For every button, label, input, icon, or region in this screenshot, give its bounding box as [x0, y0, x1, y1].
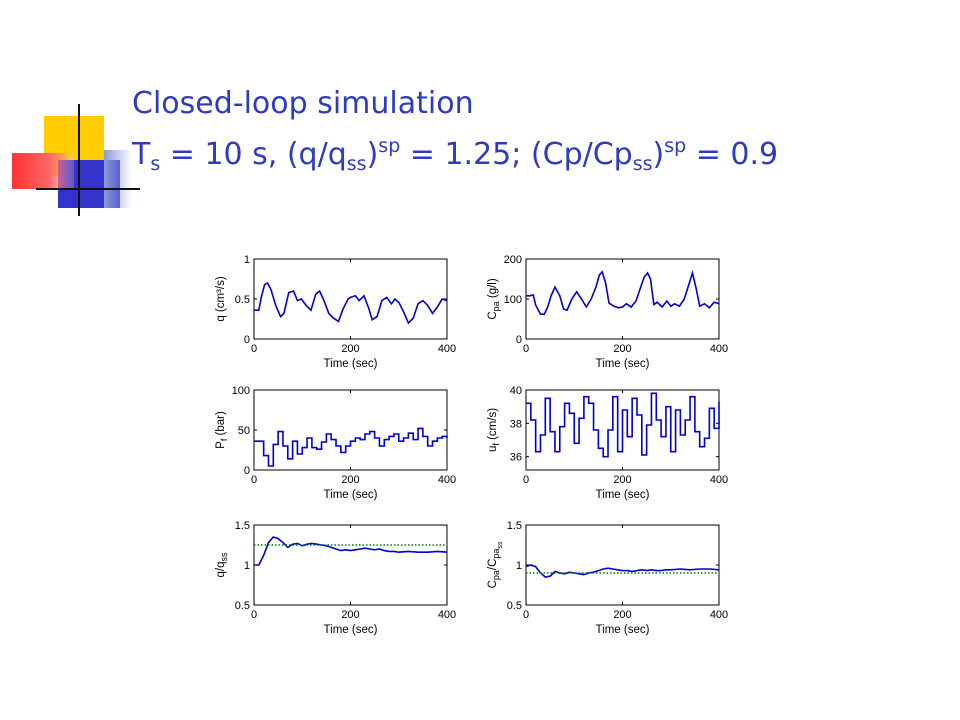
x-tick-label: 0 [523, 609, 529, 621]
x-tick-label: 400 [438, 343, 456, 355]
title-t-sub: s [150, 153, 161, 175]
chart-uf: 0 200 400 36 38 40 Time (sec) uf (cm/s) [487, 385, 728, 501]
chart-q: 0 200 400 0 0.5 1 Time (sec) q (cm³/s) [215, 254, 456, 370]
ylabel-sub: ss [219, 552, 229, 562]
x-tick-label: 0 [251, 474, 257, 486]
decor-vertical-line [78, 104, 80, 216]
slide-title-line-1: Closed-loop simulation [132, 86, 474, 121]
series-line-0 [254, 427, 448, 467]
series-line-0 [254, 536, 448, 566]
y-tick-label: 1.5 [235, 520, 250, 532]
x-tick-label: 200 [341, 474, 359, 486]
y-tick-label: 0 [516, 334, 522, 346]
y-tick-label: 1 [244, 254, 250, 266]
title-eq3: = 0.9 [686, 137, 779, 172]
ylabel-part: C [487, 580, 499, 588]
y-tick-label: 100 [504, 294, 522, 306]
x-tick-label: 400 [710, 474, 728, 486]
x-tick-label: 0 [251, 343, 257, 355]
x-tick-label: 200 [341, 343, 359, 355]
y-tick-label: 200 [504, 254, 522, 266]
series-line-0 [526, 270, 720, 315]
ylabel-part: /C [487, 559, 499, 571]
y-tick-label: 100 [232, 385, 250, 397]
plot-frame [253, 524, 448, 606]
x-axis-label: Time (sec) [324, 489, 378, 501]
ylabel-part: (g/l) [487, 278, 499, 301]
title-sp1: sp [378, 135, 401, 157]
title-sp2: sp [664, 135, 687, 157]
ylabel-part: P [215, 441, 227, 449]
ylabel-part: C [487, 311, 499, 319]
title-eq1: = 10 s, (q/q [160, 137, 347, 172]
decor-red-bar [12, 153, 74, 189]
title-ss2: ss [632, 153, 653, 175]
y-tick-label: 0.5 [235, 294, 250, 306]
chart-pf: 0 200 400 0 50 100 Time (sec) Pf (bar) [215, 385, 456, 501]
ylabel-part: q/q [215, 562, 227, 578]
series-line-0 [254, 281, 448, 325]
plot-frame [253, 258, 448, 340]
x-tick-label: 400 [710, 609, 728, 621]
title-eq2: = 1.25; (Cp/Cp [400, 137, 633, 172]
x-axis-label: Time (sec) [596, 358, 650, 370]
x-tick-label: 0 [523, 474, 529, 486]
x-tick-label: 0 [251, 609, 257, 621]
decor-horizontal-line [36, 188, 140, 190]
y-tick-label: 1 [244, 560, 250, 572]
chart-cpa: 0 200 400 0 100 200 Time (sec) Cpa (g/l) [487, 254, 728, 370]
x-tick-label: 200 [613, 474, 631, 486]
ylabel-part: (cm/s) [487, 408, 499, 443]
ylabel-sub: f [491, 443, 501, 446]
y-tick-label: 0.5 [235, 600, 250, 612]
y-tick-label: 1.5 [507, 520, 522, 532]
y-tick-label: 40 [510, 385, 522, 397]
title-ss1: ss [346, 153, 367, 175]
ylabel-sub: f [219, 438, 229, 441]
series-line-0 [526, 392, 720, 458]
ylabel-part: u [487, 446, 499, 452]
plot-frame [525, 524, 720, 606]
ylabel-sub: pa [491, 301, 501, 311]
y-axis-label: uf (cm/s) [487, 408, 501, 452]
x-axis-label: Time (sec) [324, 358, 378, 370]
y-tick-label: 0 [244, 465, 250, 477]
ylabel-sub: pa [491, 549, 501, 559]
x-tick-label: 200 [613, 343, 631, 355]
x-tick-label: 400 [710, 343, 728, 355]
title-close1: ) [366, 137, 379, 172]
x-tick-label: 200 [341, 609, 359, 621]
y-tick-label: 50 [238, 425, 250, 437]
y-tick-label: 36 [510, 452, 522, 464]
y-tick-label: 0.5 [507, 600, 522, 612]
slide-title-line-2: Ts = 10 s, (q/qss)sp = 1.25; (Cp/Cpss)sp… [132, 135, 778, 175]
title-t: T [132, 137, 151, 172]
ylabel-sub: ss [497, 541, 504, 549]
x-tick-label: 0 [523, 343, 529, 355]
x-tick-label: 400 [438, 609, 456, 621]
ylabel-part: (bar) [215, 411, 227, 439]
plot-frame [525, 258, 720, 340]
y-axis-label: Pf (bar) [215, 411, 229, 449]
y-axis-label: Cpa (g/l) [487, 278, 501, 319]
ylabel-sub: pa [491, 570, 501, 580]
x-tick-label: 200 [613, 609, 631, 621]
y-axis-label: q/qss [215, 552, 229, 578]
chart-qratio: 0 200 400 0.5 1 1.5 Time (sec) q/qss [215, 520, 456, 636]
series-line-0 [525, 564, 720, 578]
y-tick-label: 38 [510, 418, 522, 430]
plot-frame [253, 389, 448, 471]
title-close2: ) [652, 137, 665, 172]
y-tick-label: 0 [244, 334, 250, 346]
x-tick-label: 400 [438, 474, 456, 486]
y-axis-label: Cpa/Cpass [487, 541, 504, 588]
x-axis-label: Time (sec) [324, 624, 378, 636]
decor-blue-fade [104, 150, 132, 208]
x-axis-label: Time (sec) [596, 624, 650, 636]
y-tick-label: 1 [516, 560, 522, 572]
y-axis-label: q (cm³/s) [215, 276, 227, 322]
x-axis-label: Time (sec) [596, 489, 650, 501]
